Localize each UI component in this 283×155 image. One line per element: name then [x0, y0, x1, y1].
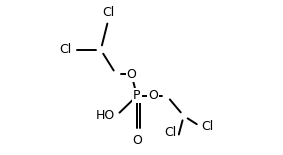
Text: O: O [127, 68, 136, 81]
Text: Cl: Cl [201, 120, 214, 133]
Text: O: O [148, 89, 158, 102]
Text: Cl: Cl [165, 126, 177, 139]
Text: P: P [133, 89, 141, 102]
Text: O: O [132, 134, 142, 147]
Text: Cl: Cl [102, 6, 115, 19]
Text: HO: HO [96, 109, 115, 122]
Text: Cl: Cl [59, 43, 72, 56]
